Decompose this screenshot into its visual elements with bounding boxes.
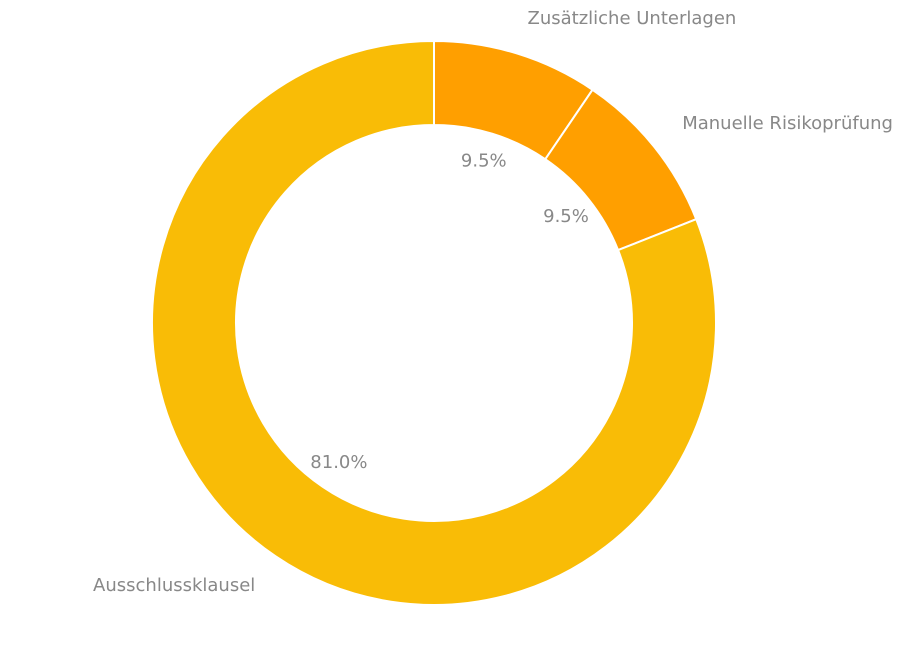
slice-percent-label: 9.5% (543, 206, 589, 227)
slice-category-label: Zusätzliche Unterlagen (528, 8, 737, 29)
slice-category-label: Manuelle Risikoprüfung (682, 113, 893, 134)
slice-percent-label: 9.5% (461, 150, 507, 171)
slice-category-label: Ausschlussklausel (93, 575, 255, 596)
slices-group (151, 39, 717, 606)
labels-group: Zusätzliche Unterlagen 9.5% Manuelle Risik… (93, 8, 893, 596)
slice-percent-label: 81.0% (310, 452, 367, 473)
donut-slice (151, 39, 717, 606)
